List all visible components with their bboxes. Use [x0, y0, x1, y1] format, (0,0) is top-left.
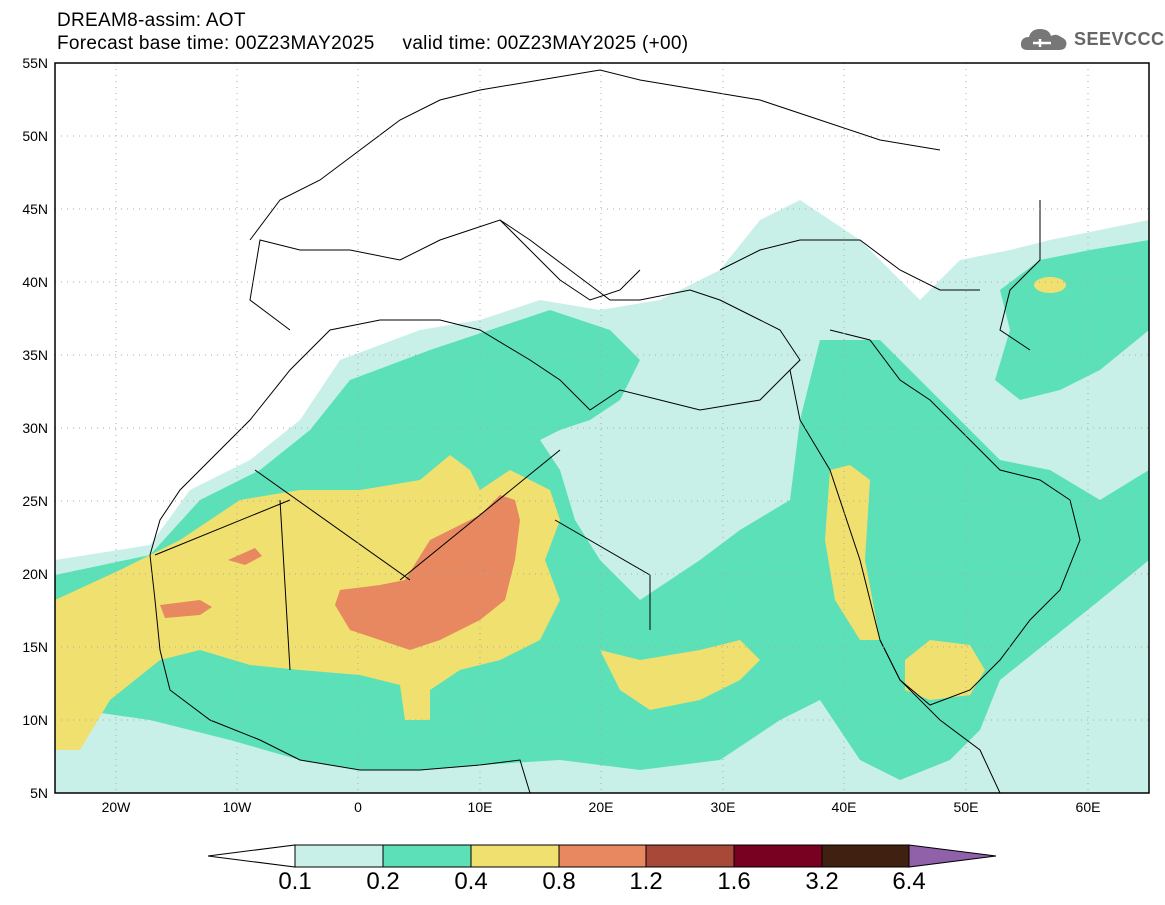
- lat-label: 50N: [22, 128, 48, 144]
- colorbar-swatch: [733, 844, 823, 868]
- lon-label: 50E: [954, 799, 979, 815]
- coastlines: [149, 69, 1081, 793]
- lat-label: 40N: [22, 274, 48, 290]
- lat-lon-grid: [55, 63, 1149, 793]
- colorbar-swatch-below: [207, 844, 296, 868]
- aot-level-0.8-mali: [228, 548, 262, 565]
- colorbar-swatch: [558, 844, 647, 868]
- lon-label: 60E: [1076, 799, 1101, 815]
- lon-label: 30E: [711, 799, 736, 815]
- lat-label: 25N: [22, 493, 48, 509]
- colorbar: [207, 844, 997, 868]
- colorbar-label: 1.6: [717, 868, 751, 895]
- seevccc-logo: SEEVCCC: [1018, 22, 1165, 56]
- lon-label: 40E: [832, 799, 857, 815]
- lat-label: 5N: [30, 785, 48, 801]
- colorbar-swatch: [294, 844, 384, 868]
- colorbar-label: 3.2: [805, 868, 839, 895]
- colorbar-label: 0.8: [542, 868, 576, 895]
- colorbar-label: 0.4: [454, 868, 488, 895]
- map-title: DREAM8-assim: AOT: [57, 10, 246, 31]
- lat-label: 15N: [22, 639, 48, 655]
- colorbar-label: 6.4: [892, 868, 926, 895]
- aot-level-0.8: [335, 495, 520, 650]
- lat-label: 30N: [22, 420, 48, 436]
- cloud-icon: [1020, 29, 1067, 50]
- colorbar-label: 0.1: [278, 868, 312, 895]
- lat-axis: 55N 50N 45N 40N 35N 30N 25N 20N 15N 10N …: [22, 55, 48, 801]
- forecast-times: Forecast base time: 00Z23MAY2025 valid t…: [57, 33, 689, 54]
- logo-text: SEEVCCC: [1074, 28, 1165, 49]
- lon-label: 10W: [223, 799, 253, 815]
- lat-label: 45N: [22, 201, 48, 217]
- lat-label: 10N: [22, 712, 48, 728]
- colorbar-label: 1.2: [629, 868, 663, 895]
- lon-label: 20W: [102, 799, 132, 815]
- colorbar-label: 0.2: [366, 868, 400, 895]
- aot-level-0.4-redsea: [825, 465, 880, 640]
- aot-level-0.4: [55, 455, 560, 750]
- lon-label: 0: [354, 799, 362, 815]
- colorbar-swatch-above: [908, 844, 997, 868]
- colorbar-swatch: [470, 844, 560, 868]
- aot-level-0.8-mauritania: [160, 600, 212, 618]
- colorbar-swatch: [821, 844, 910, 868]
- aot-level-0.2-caspian: [995, 240, 1149, 400]
- colorbar-swatch: [382, 844, 472, 868]
- colorbar-swatch: [645, 844, 735, 868]
- lon-axis: 20W 10W 0 10E 20E 30E 40E 50E 60E: [102, 799, 1101, 815]
- lon-label: 20E: [589, 799, 614, 815]
- lat-label: 20N: [22, 566, 48, 582]
- lat-label: 35N: [22, 347, 48, 363]
- lon-label: 10E: [468, 799, 493, 815]
- map-frame: [54, 62, 1150, 794]
- lat-label: 55N: [22, 55, 48, 71]
- aot-level-0.4-yemen: [905, 640, 985, 700]
- aot-level-0.4-sudan: [600, 640, 760, 710]
- aot-level-0.4-turkmen: [1034, 277, 1066, 293]
